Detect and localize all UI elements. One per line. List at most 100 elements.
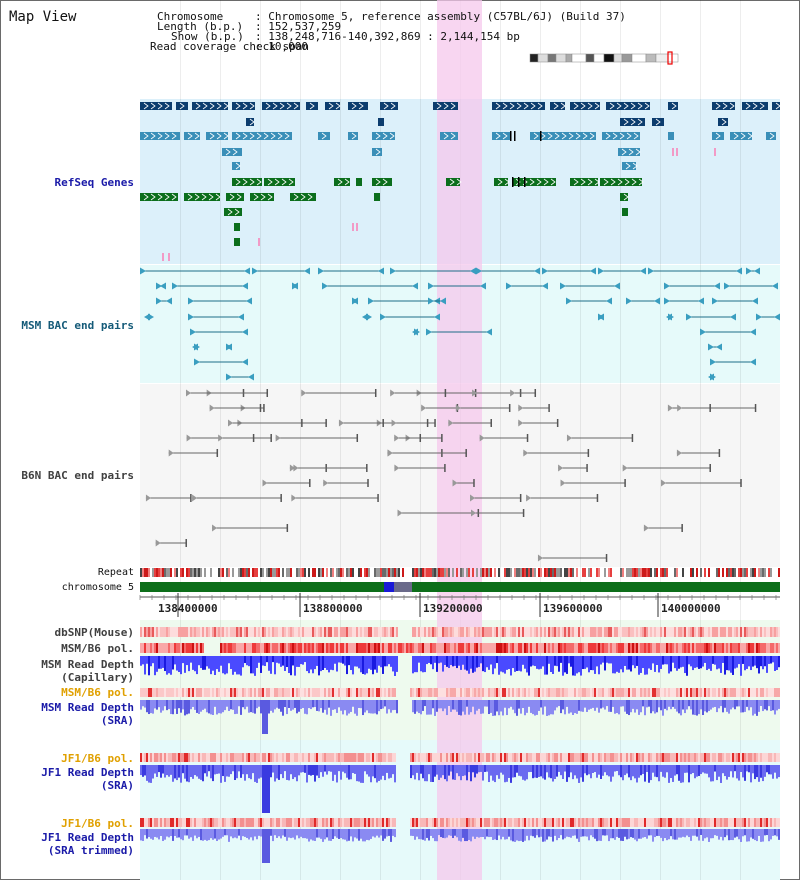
read-depth-bar <box>194 656 196 672</box>
read-depth-bar <box>664 656 666 665</box>
repeat-element <box>730 568 732 577</box>
read-depth-bar <box>770 765 772 775</box>
polymorphism-cell <box>598 627 600 637</box>
polymorphism-cell <box>484 627 486 637</box>
gene-strand-arrow <box>242 178 248 186</box>
gene-strand-arrow <box>623 193 629 201</box>
polymorphism-cell <box>306 688 308 697</box>
polymorphism-cell <box>614 643 616 653</box>
polymorphism-cell <box>218 627 220 637</box>
repeat-element <box>598 568 600 577</box>
repeat-element <box>436 568 438 577</box>
read-depth-bar <box>266 765 268 813</box>
repeat-element <box>276 568 278 577</box>
read-depth-bar <box>482 829 484 837</box>
polymorphism-cell <box>378 753 380 762</box>
gene-strand-arrow <box>745 102 751 110</box>
read-depth-bar <box>380 829 382 836</box>
polymorphism-cell <box>178 688 180 697</box>
polymorphism-cell <box>758 753 760 762</box>
repeat-element <box>304 568 306 577</box>
gene-strand-arrow <box>288 178 294 186</box>
b6n-bac-label: B6N BAC end pairs <box>21 469 134 482</box>
polymorphism-cell <box>702 688 704 697</box>
read-depth-bar <box>152 700 154 714</box>
read-depth-bar <box>380 700 382 710</box>
gene-strand-arrow <box>150 132 156 140</box>
polymorphism-cell <box>560 753 562 762</box>
read-depth-bar <box>158 829 160 840</box>
repeat-element <box>164 568 166 577</box>
b6n-bac-end <box>325 419 327 427</box>
read-depth-bar <box>736 829 738 837</box>
polymorphism-cell <box>296 688 298 697</box>
polymorphism-cell <box>332 688 334 697</box>
repeat-element <box>422 568 424 577</box>
polymorphism-cell <box>324 643 326 653</box>
polymorphism-cell <box>272 627 274 637</box>
read-depth-bar <box>516 656 518 671</box>
polymorphism-cell <box>278 627 280 637</box>
polymorphism-cell <box>210 627 212 637</box>
polymorphism-cell <box>624 753 626 762</box>
read-depth-bar <box>376 700 378 715</box>
read-depth-bar <box>394 700 396 710</box>
read-depth-bar <box>568 765 570 778</box>
polymorphism-cell <box>206 818 208 827</box>
polymorphism-cell <box>760 688 762 697</box>
highlight-region[interactable] <box>437 0 482 880</box>
polymorphism-cell <box>550 753 552 762</box>
polymorphism-cell <box>376 688 378 697</box>
read-depth-bar <box>378 829 380 838</box>
polymorphism-cell <box>592 688 594 697</box>
read-depth-bar <box>762 656 764 670</box>
gene-strand-arrow <box>632 162 638 170</box>
polymorphism-cell <box>460 818 462 827</box>
read-depth-bar <box>202 765 204 782</box>
polymorphism-cell <box>308 627 310 637</box>
read-depth-bar <box>314 829 316 841</box>
polymorphism-cell <box>162 818 164 827</box>
polymorphism-cell <box>772 818 774 827</box>
polymorphism-cell <box>282 818 284 827</box>
polymorphism-cell <box>246 688 248 697</box>
repeat-element <box>556 568 558 577</box>
read-depth-bar <box>520 656 522 672</box>
read-depth-bar <box>414 700 416 714</box>
polymorphism-cell <box>456 753 458 762</box>
read-depth-bar <box>384 700 386 707</box>
polymorphism-cell <box>298 643 300 653</box>
polymorphism-cell <box>140 688 142 697</box>
b6n-bac-end <box>212 524 218 532</box>
read-depth-bar <box>302 656 304 665</box>
repeat-element <box>646 568 648 577</box>
gene-block <box>348 102 368 110</box>
polymorphism-cell <box>196 818 198 827</box>
polymorphism-cell <box>318 688 320 697</box>
polymorphism-cell <box>686 753 688 762</box>
polymorphism-cell <box>482 753 484 762</box>
read-depth-bar <box>614 700 616 714</box>
b6n-bac-end <box>677 404 683 412</box>
read-depth-bar <box>236 656 238 675</box>
read-depth-bar <box>372 829 374 837</box>
read-depth-bar <box>452 765 454 780</box>
read-depth-bar <box>722 656 724 663</box>
read-depth-bar <box>360 829 362 839</box>
polymorphism-cell <box>700 643 702 653</box>
read-depth-bar <box>294 765 296 778</box>
repeat-element <box>742 568 744 577</box>
read-depth-bar <box>218 829 220 840</box>
polymorphism-cell <box>708 643 710 653</box>
repeat-element <box>418 568 420 577</box>
polymorphism-cell <box>722 627 724 637</box>
polymorphism-cell <box>370 753 372 762</box>
read-depth-bar <box>682 656 684 667</box>
read-depth-bar <box>574 829 576 836</box>
read-depth-bar <box>312 656 314 674</box>
read-depth-bar <box>146 829 148 839</box>
read-depth-bar <box>764 656 766 667</box>
repeat-element <box>240 568 242 577</box>
polymorphism-cell <box>302 753 304 762</box>
